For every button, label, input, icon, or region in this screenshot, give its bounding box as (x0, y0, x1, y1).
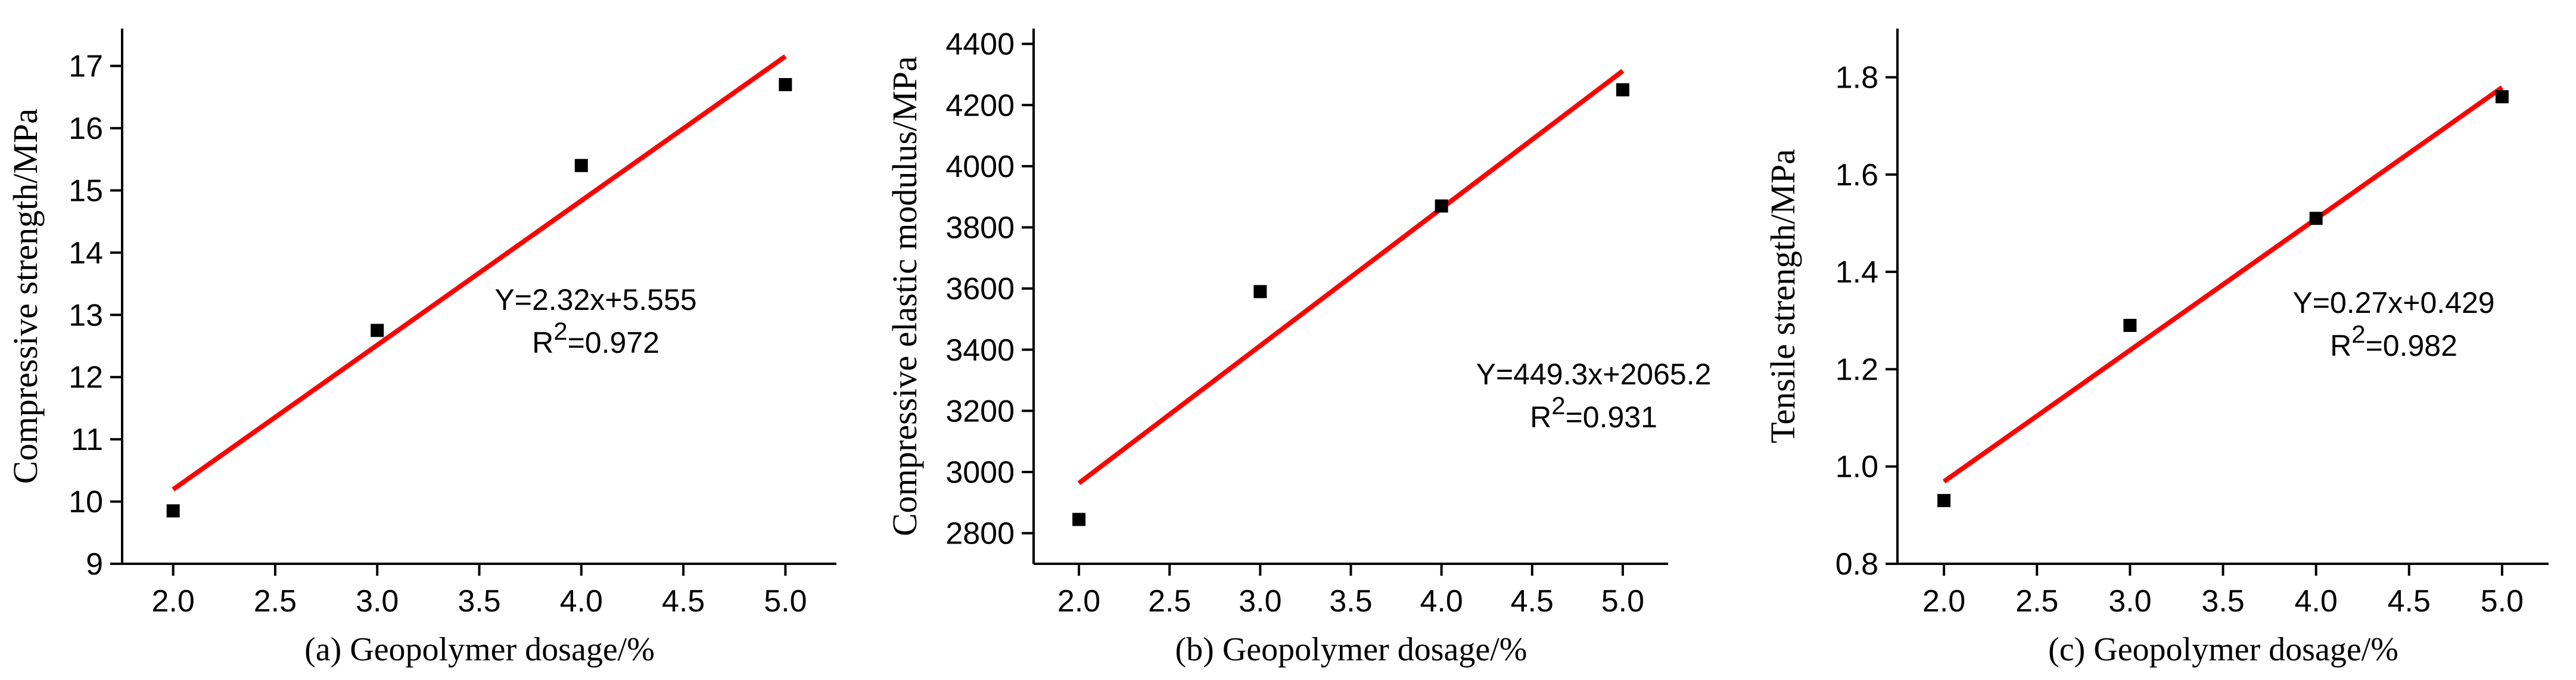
x-axis-title: (b) Geopolymer dosage/% (1175, 631, 1527, 668)
r-squared: R2=0.972 (532, 317, 659, 359)
y-tick-label: 1.2 (1835, 352, 1878, 387)
r-squared-superscript: 2 (1551, 392, 1565, 420)
y-tick-label: 4200 (945, 88, 1015, 123)
data-point (779, 77, 792, 91)
y-tick-label: 3000 (945, 455, 1015, 490)
y-tick-label: 1.0 (1835, 450, 1878, 485)
y-tick-label: 3800 (945, 211, 1015, 246)
data-point (574, 159, 588, 172)
x-tick-label: 5.0 (1601, 584, 1644, 619)
x-tick-label: 5.0 (2481, 584, 2524, 619)
chart-2: 2.0 2.5 3.0 3.5 4.0 4.5 5.0 0.8 1.0 1.2 1.4 1.6 1.8 Y… (1763, 29, 2549, 668)
y-axis-title: Tensile strength/MPa (1763, 149, 1802, 443)
y-tick-label: 3200 (945, 394, 1015, 429)
chart-0: 2.0 2.5 3.0 3.5 4.0 4.5 5.0 9 10 11 12 13 14 15 16 17 Y=… (6, 29, 836, 668)
data-point (371, 324, 384, 337)
y-tick-label: 4400 (945, 27, 1015, 62)
fit-equation: Y=0.27x+0.429 (2292, 286, 2494, 319)
y-tick-label: 10 (69, 485, 103, 520)
r-squared-superscript: 2 (2351, 320, 2365, 348)
y-tick-label: 4000 (945, 150, 1015, 184)
y-tick-label: 1.8 (1835, 61, 1878, 95)
y-tick-label: 12 (69, 361, 103, 395)
y-tick-label: 3400 (945, 333, 1015, 368)
fit-line (1942, 85, 2504, 484)
y-tick-label: 0.8 (1835, 547, 1878, 582)
x-tick-label: 3.0 (1239, 584, 1281, 619)
r-squared: R2=0.931 (1530, 392, 1657, 434)
y-tick-label: 9 (86, 547, 103, 582)
y-tick-label: 1.6 (1835, 158, 1878, 192)
r-squared-value: =0.982 (2366, 329, 2457, 362)
x-tick-label: 3.5 (1329, 584, 1372, 619)
y-axis-title: Compressive strength/MPa (6, 108, 45, 484)
r-squared-symbol: R (2330, 329, 2351, 362)
y-tick-label: 3600 (945, 272, 1015, 306)
x-axis-title: (c) Geopolymer dosage/% (2048, 631, 2398, 668)
fit-equation: Y=449.3x+2065.2 (1476, 358, 1712, 391)
data-point (1253, 285, 1267, 299)
y-tick-label: 16 (69, 111, 103, 146)
fit-line (172, 54, 787, 492)
x-tick-label: 5.0 (764, 584, 807, 619)
data-point (2123, 318, 2137, 332)
r-squared-value: =0.972 (568, 326, 659, 359)
chart-1: 2.0 2.5 3.0 3.5 4.0 4.5 5.0 2800 3000 3200 3400 360… (885, 27, 1711, 668)
y-tick-label: 14 (69, 236, 103, 271)
y-tick-label: 15 (69, 173, 103, 208)
data-point (2495, 90, 2509, 104)
x-tick-label: 2.5 (1148, 584, 1191, 619)
data-point (2309, 212, 2323, 225)
data-point (1435, 199, 1448, 213)
fit-equation: Y=2.32x+5.555 (494, 283, 696, 316)
x-tick-label: 4.0 (2294, 584, 2337, 619)
x-tick-label: 4.0 (1420, 584, 1463, 619)
r-squared: R2=0.982 (2330, 320, 2457, 362)
x-axis-title: (a) Geopolymer dosage/% (304, 631, 655, 668)
data-point (1616, 83, 1629, 97)
r-squared-superscript: 2 (553, 317, 567, 345)
x-tick-label: 2.5 (254, 584, 297, 619)
x-tick-label: 3.0 (356, 584, 399, 619)
x-tick-label: 3.5 (458, 584, 500, 619)
r-squared-symbol: R (532, 326, 553, 359)
y-tick-label: 13 (69, 298, 103, 333)
x-tick-label: 3.0 (2108, 584, 2151, 619)
data-point (1937, 493, 1951, 507)
x-tick-label: 4.5 (2388, 584, 2431, 619)
y-tick-label: 11 (71, 423, 103, 457)
y-axis-title: Compressive elastic modulus/MPa (885, 56, 924, 536)
x-tick-label: 4.0 (560, 584, 603, 619)
y-tick-label: 2800 (945, 517, 1015, 551)
x-tick-label: 2.0 (1057, 584, 1100, 619)
x-tick-label: 2.5 (2015, 584, 2058, 619)
r-squared-value: =0.931 (1566, 400, 1657, 434)
x-tick-label: 2.0 (1922, 584, 1965, 619)
data-point (166, 504, 180, 518)
r-squared-symbol: R (1530, 400, 1551, 434)
fit-line (1077, 69, 1625, 485)
x-tick-label: 4.5 (1511, 584, 1554, 619)
x-tick-label: 3.5 (2201, 584, 2244, 619)
x-tick-label: 4.5 (662, 584, 705, 619)
data-point (1072, 513, 1086, 526)
y-tick-label: 1.4 (1835, 255, 1878, 290)
x-tick-label: 2.0 (151, 584, 194, 619)
y-tick-label: 17 (69, 49, 103, 84)
